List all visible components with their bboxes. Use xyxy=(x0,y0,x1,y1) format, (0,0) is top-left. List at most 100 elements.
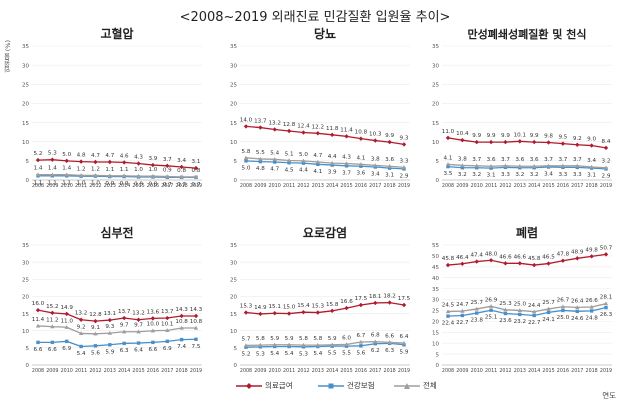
data-point xyxy=(560,163,566,168)
y-tick-label: 25 xyxy=(22,277,29,283)
data-label: 46.5 xyxy=(542,255,555,261)
data-point xyxy=(531,164,537,168)
data-label: 4.1 xyxy=(444,155,453,161)
data-label: 10.8 xyxy=(355,130,368,136)
data-point xyxy=(273,160,277,164)
data-point xyxy=(244,345,248,349)
data-label: 15.2 xyxy=(46,304,58,310)
series-line-2 xyxy=(38,175,196,178)
chart-title-6: 폐렴 xyxy=(516,225,538,240)
x-tick-label: 2012 xyxy=(89,183,101,189)
data-label: 4.1 xyxy=(313,169,322,175)
data-point xyxy=(301,161,306,165)
data-point xyxy=(121,160,127,165)
data-label: 3.6 xyxy=(385,157,394,163)
data-point xyxy=(35,323,41,328)
y-tick-label: 5 xyxy=(436,159,440,165)
data-label: 25.7 xyxy=(542,300,555,306)
data-label: 3.5 xyxy=(444,171,453,177)
data-point xyxy=(301,345,306,349)
data-point xyxy=(165,328,170,332)
data-point xyxy=(517,139,523,144)
data-label: 9.9 xyxy=(487,133,496,139)
x-tick-label: 2018 xyxy=(176,183,188,189)
y-tick-label: 0 xyxy=(234,363,238,369)
data-point xyxy=(329,160,335,165)
x-tick-label: 2011 xyxy=(75,183,87,189)
data-label: 23.6 xyxy=(499,318,512,324)
data-label: 0.9 xyxy=(105,181,114,187)
x-tick-label: 2016 xyxy=(147,183,159,189)
data-point xyxy=(445,262,451,268)
data-point xyxy=(50,310,55,316)
y-tick-label: 25 xyxy=(230,82,237,88)
data-label: 10.8 xyxy=(190,319,203,325)
data-point xyxy=(301,158,306,163)
data-point xyxy=(78,173,84,178)
data-point xyxy=(36,340,40,345)
y-tick-label: 35 xyxy=(22,243,29,249)
y-tick-label: 50 xyxy=(432,254,439,260)
x-tick-label: 2015 xyxy=(340,183,352,189)
data-point xyxy=(575,305,580,309)
y-tick-label: 20 xyxy=(432,102,439,108)
data-point xyxy=(518,312,522,317)
data-label: 6.9 xyxy=(163,346,172,352)
data-label: 5.8 xyxy=(242,149,251,155)
data-label: 47.8 xyxy=(557,252,570,258)
y-tick-label: 40 xyxy=(432,276,439,282)
series-line-1 xyxy=(447,253,607,266)
data-point xyxy=(517,308,523,313)
data-label: 4.7 xyxy=(270,167,279,173)
y-tick-label: 20 xyxy=(22,295,29,301)
data-point xyxy=(560,258,566,263)
x-tick-label: 2017 xyxy=(369,183,381,189)
data-label: 22.4 xyxy=(442,321,455,327)
data-label: 5.3 xyxy=(48,151,57,157)
data-label: 14.0 xyxy=(240,117,253,123)
data-point xyxy=(136,341,141,345)
data-label: 26.9 xyxy=(485,297,498,303)
data-label: 15.3 xyxy=(312,304,325,310)
data-point xyxy=(474,259,479,264)
x-tick-label: 2016 xyxy=(557,183,569,189)
data-label: 4.3 xyxy=(342,155,351,161)
data-point xyxy=(165,339,169,344)
data-point xyxy=(387,340,392,344)
data-point xyxy=(50,172,55,177)
x-tick-label: 2013 xyxy=(514,183,526,189)
data-point xyxy=(488,258,494,263)
y-tick-label: 20 xyxy=(432,320,439,326)
data-label: 1.0 xyxy=(91,181,100,187)
data-label: 3.3 xyxy=(573,172,582,178)
data-label: 3.3 xyxy=(558,172,567,178)
data-label: 9.5 xyxy=(558,135,567,141)
x-tick-label: 2013 xyxy=(104,368,116,374)
data-point xyxy=(446,314,450,318)
y-tick-label: 30 xyxy=(22,63,29,69)
data-point xyxy=(35,172,41,177)
x-tick-label: 2016 xyxy=(147,368,159,374)
y-tick-label: 30 xyxy=(432,63,439,69)
data-point xyxy=(151,340,155,345)
x-tick-label: 2013 xyxy=(312,368,324,374)
data-label: 11.4 xyxy=(32,317,45,323)
data-label: 12.8 xyxy=(89,312,102,318)
y-tick-label: 10 xyxy=(22,140,29,146)
data-label: 5.0 xyxy=(62,152,71,158)
data-point xyxy=(560,141,566,146)
data-label: 4.7 xyxy=(105,153,114,159)
y-tick-label: 10 xyxy=(230,329,237,335)
data-label: 1.1 xyxy=(120,167,129,173)
data-label: 5.4 xyxy=(270,150,279,156)
data-label: 4.7 xyxy=(91,153,100,159)
data-point xyxy=(301,342,306,347)
data-point xyxy=(107,159,113,165)
y-tick-label: 0 xyxy=(436,178,440,184)
data-point xyxy=(503,139,508,145)
data-point xyxy=(589,309,594,313)
data-point xyxy=(286,158,292,163)
x-tick-label: 2017 xyxy=(369,368,381,374)
data-label: 12.2 xyxy=(312,124,324,130)
data-label: 4.5 xyxy=(285,167,294,173)
